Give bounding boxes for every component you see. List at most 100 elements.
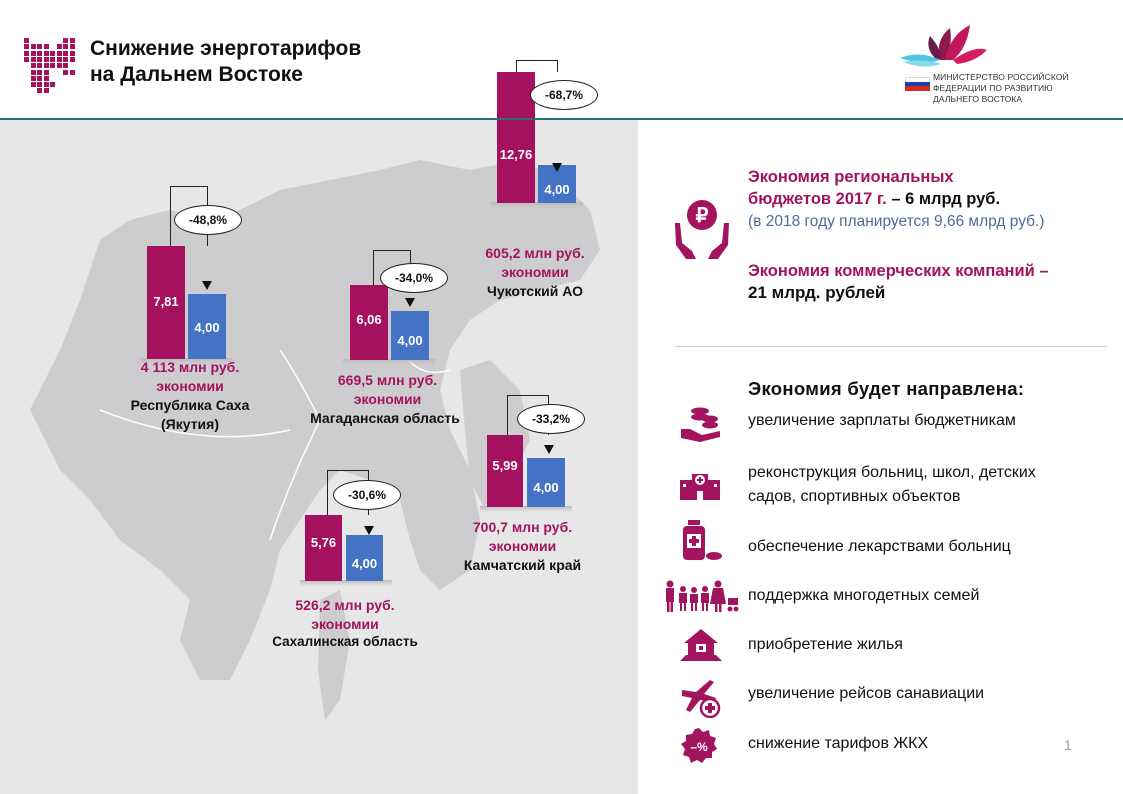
reduction-percent: -48,8%	[174, 205, 242, 235]
savings-word: экономии	[156, 378, 224, 394]
ministry-logo: Министерство Российской Федерации по раз…	[895, 20, 1095, 110]
bar-new-tariff: 4,00	[527, 458, 565, 507]
direction-medicine: обеспечение лекарствами больниц	[748, 538, 1011, 555]
region-name: Сахалинская область	[255, 632, 435, 651]
direction-housing: приобретение жилья	[748, 636, 903, 653]
ministry-line-3: Дальнего Востока	[933, 94, 1023, 104]
region-name-line-1: Чукотский АО	[486, 283, 584, 299]
region-name-line-1: Магаданская область	[310, 410, 460, 426]
ministry-name: Министерство Российской Федерации по раз…	[933, 72, 1069, 105]
arrow-down-icon	[364, 526, 374, 535]
lotus-icon	[900, 25, 987, 67]
ministry-line-1: Министерство Российской	[933, 72, 1069, 82]
region-name: Чукотский АО	[460, 282, 610, 301]
title-line-1: Снижение энерготарифов	[90, 37, 362, 60]
savings-label: 700,7 млн руб. экономии	[450, 518, 595, 556]
bar-new-tariff: 4,00	[188, 294, 226, 359]
region-name-line-1: Камчатский край	[463, 557, 582, 573]
region-name-line-1: Республика Саха	[130, 397, 250, 413]
right-panel	[638, 120, 1123, 794]
region-name-line-2: (Якутия)	[161, 416, 219, 432]
budget-line-1: Экономия региональных	[748, 168, 954, 186]
russian-flag-icon	[905, 77, 930, 91]
new-tariff-value: 4,00	[194, 320, 220, 335]
savings-word: экономии	[311, 616, 379, 632]
savings-amount: 4 113 млн руб.	[140, 359, 240, 375]
medicine-icon	[683, 520, 722, 560]
direction-sanaviation: увеличение рейсов санавиации	[748, 685, 985, 702]
savings-label: 4 113 млн руб. экономии	[110, 358, 270, 396]
direction-families: поддержка многодетных семей	[748, 587, 980, 604]
far-east-map	[30, 160, 600, 720]
savings-label: 669,5 млн руб. экономии	[305, 371, 470, 409]
savings-amount: 605,2 млн руб.	[485, 245, 585, 261]
savings-word: экономии	[353, 391, 422, 407]
ruble-in-hands-icon: ₽	[675, 200, 729, 259]
bar-old-tariff: 12,76	[497, 72, 535, 203]
discount-badge-icon: –%	[681, 728, 717, 763]
commercial-savings-amount: 21 млрд. рублей	[748, 283, 886, 302]
regional-budget-savings: Экономия региональных бюджетов 2017 г. –…	[748, 166, 1000, 210]
bar-old-tariff: 5,76	[305, 515, 342, 581]
arrow-down-icon	[544, 445, 554, 454]
reduction-percent: -34,0%	[380, 263, 448, 293]
budget-amount: – 6 млрд руб.	[886, 190, 1001, 208]
section-divider	[675, 346, 1107, 347]
svg-text:–%: –%	[690, 740, 708, 754]
arrow-down-icon	[405, 298, 415, 307]
savings-label: 526,2 млн руб. экономии	[270, 596, 420, 634]
arrow-down-icon	[552, 163, 562, 172]
direction-salaries: увеличение зарплаты бюджетникам	[748, 412, 1016, 429]
reduction-percent: -30,6%	[333, 480, 401, 510]
bar-old-tariff: 7,81	[147, 246, 185, 359]
region-name: Камчатский край	[445, 556, 600, 575]
page-number: 1	[1064, 737, 1072, 753]
arrow-down-icon	[202, 281, 212, 290]
coins-hand-icon	[681, 407, 720, 442]
family-icon	[666, 580, 739, 612]
reduction-percent: -68,7%	[530, 80, 598, 110]
old-tariff-value: 6,06	[356, 312, 382, 327]
savings-word: экономии	[501, 264, 569, 280]
reduction-bracket	[516, 60, 558, 72]
savings-amount: 700,7 млн руб.	[472, 519, 573, 535]
bar-new-tariff: 4,00	[391, 311, 429, 360]
budget-plan-2018: (в 2018 году планируется 9,66 млрд руб.)	[748, 213, 1045, 230]
savings-amount: 526,2 млн руб.	[295, 597, 395, 613]
ministry-line-2: Федерации по развитию	[933, 83, 1053, 93]
savings-word: экономии	[488, 538, 557, 554]
old-tariff-value: 12,76	[499, 147, 533, 162]
bar-new-tariff: 4,00	[346, 535, 383, 581]
budget-line-2: бюджетов 2017 г.	[748, 190, 887, 208]
hospital-icon	[680, 474, 720, 500]
svg-text:₽: ₽	[696, 205, 709, 227]
old-tariff-value: 5,99	[492, 458, 518, 473]
new-tariff-value: 4,00	[544, 182, 570, 197]
bar-new-tariff: 4,00	[538, 165, 576, 203]
new-tariff-value: 4,00	[397, 333, 423, 348]
region-name: Республика Саха (Якутия)	[110, 396, 270, 434]
old-tariff-value: 7,81	[153, 294, 179, 309]
bar-old-tariff: 5,99	[487, 435, 523, 507]
reduction-percent: -33,2%	[517, 404, 585, 434]
house-icon	[680, 629, 722, 661]
page-title: Снижение энерготарифов на Дальнем Восток…	[90, 36, 361, 88]
savings-amount: 669,5 млн руб.	[337, 372, 438, 388]
new-tariff-value: 4,00	[351, 556, 378, 571]
direction-reconstruction-line-1: реконструкция больниц, школ, детских	[748, 464, 1036, 481]
commercial-savings-title: Экономия коммерческих компаний –	[748, 262, 1049, 280]
bar-old-tariff: 6,06	[350, 285, 388, 360]
header-divider	[0, 118, 1123, 120]
direction-utilities: снижение тарифов ЖКХ	[748, 735, 929, 752]
region-name: Магаданская область	[290, 409, 480, 428]
region-name-line-1: Сахалинская область	[272, 634, 418, 649]
new-tariff-value: 4,00	[533, 480, 559, 495]
old-tariff-value: 5,76	[310, 535, 337, 550]
direction-reconstruction: реконструкция больниц, школ, детских сад…	[748, 461, 1036, 509]
direction-reconstruction-line-2: садов, спортивных объектов	[748, 488, 961, 505]
far-east-pixel-logo	[24, 38, 76, 94]
airplane-medical-icon	[682, 680, 721, 718]
savings-label: 605,2 млн руб. экономии	[460, 244, 610, 282]
title-line-2: на Дальнем Востоке	[90, 63, 303, 86]
directions-title: Экономия будет направлена:	[748, 378, 1025, 399]
